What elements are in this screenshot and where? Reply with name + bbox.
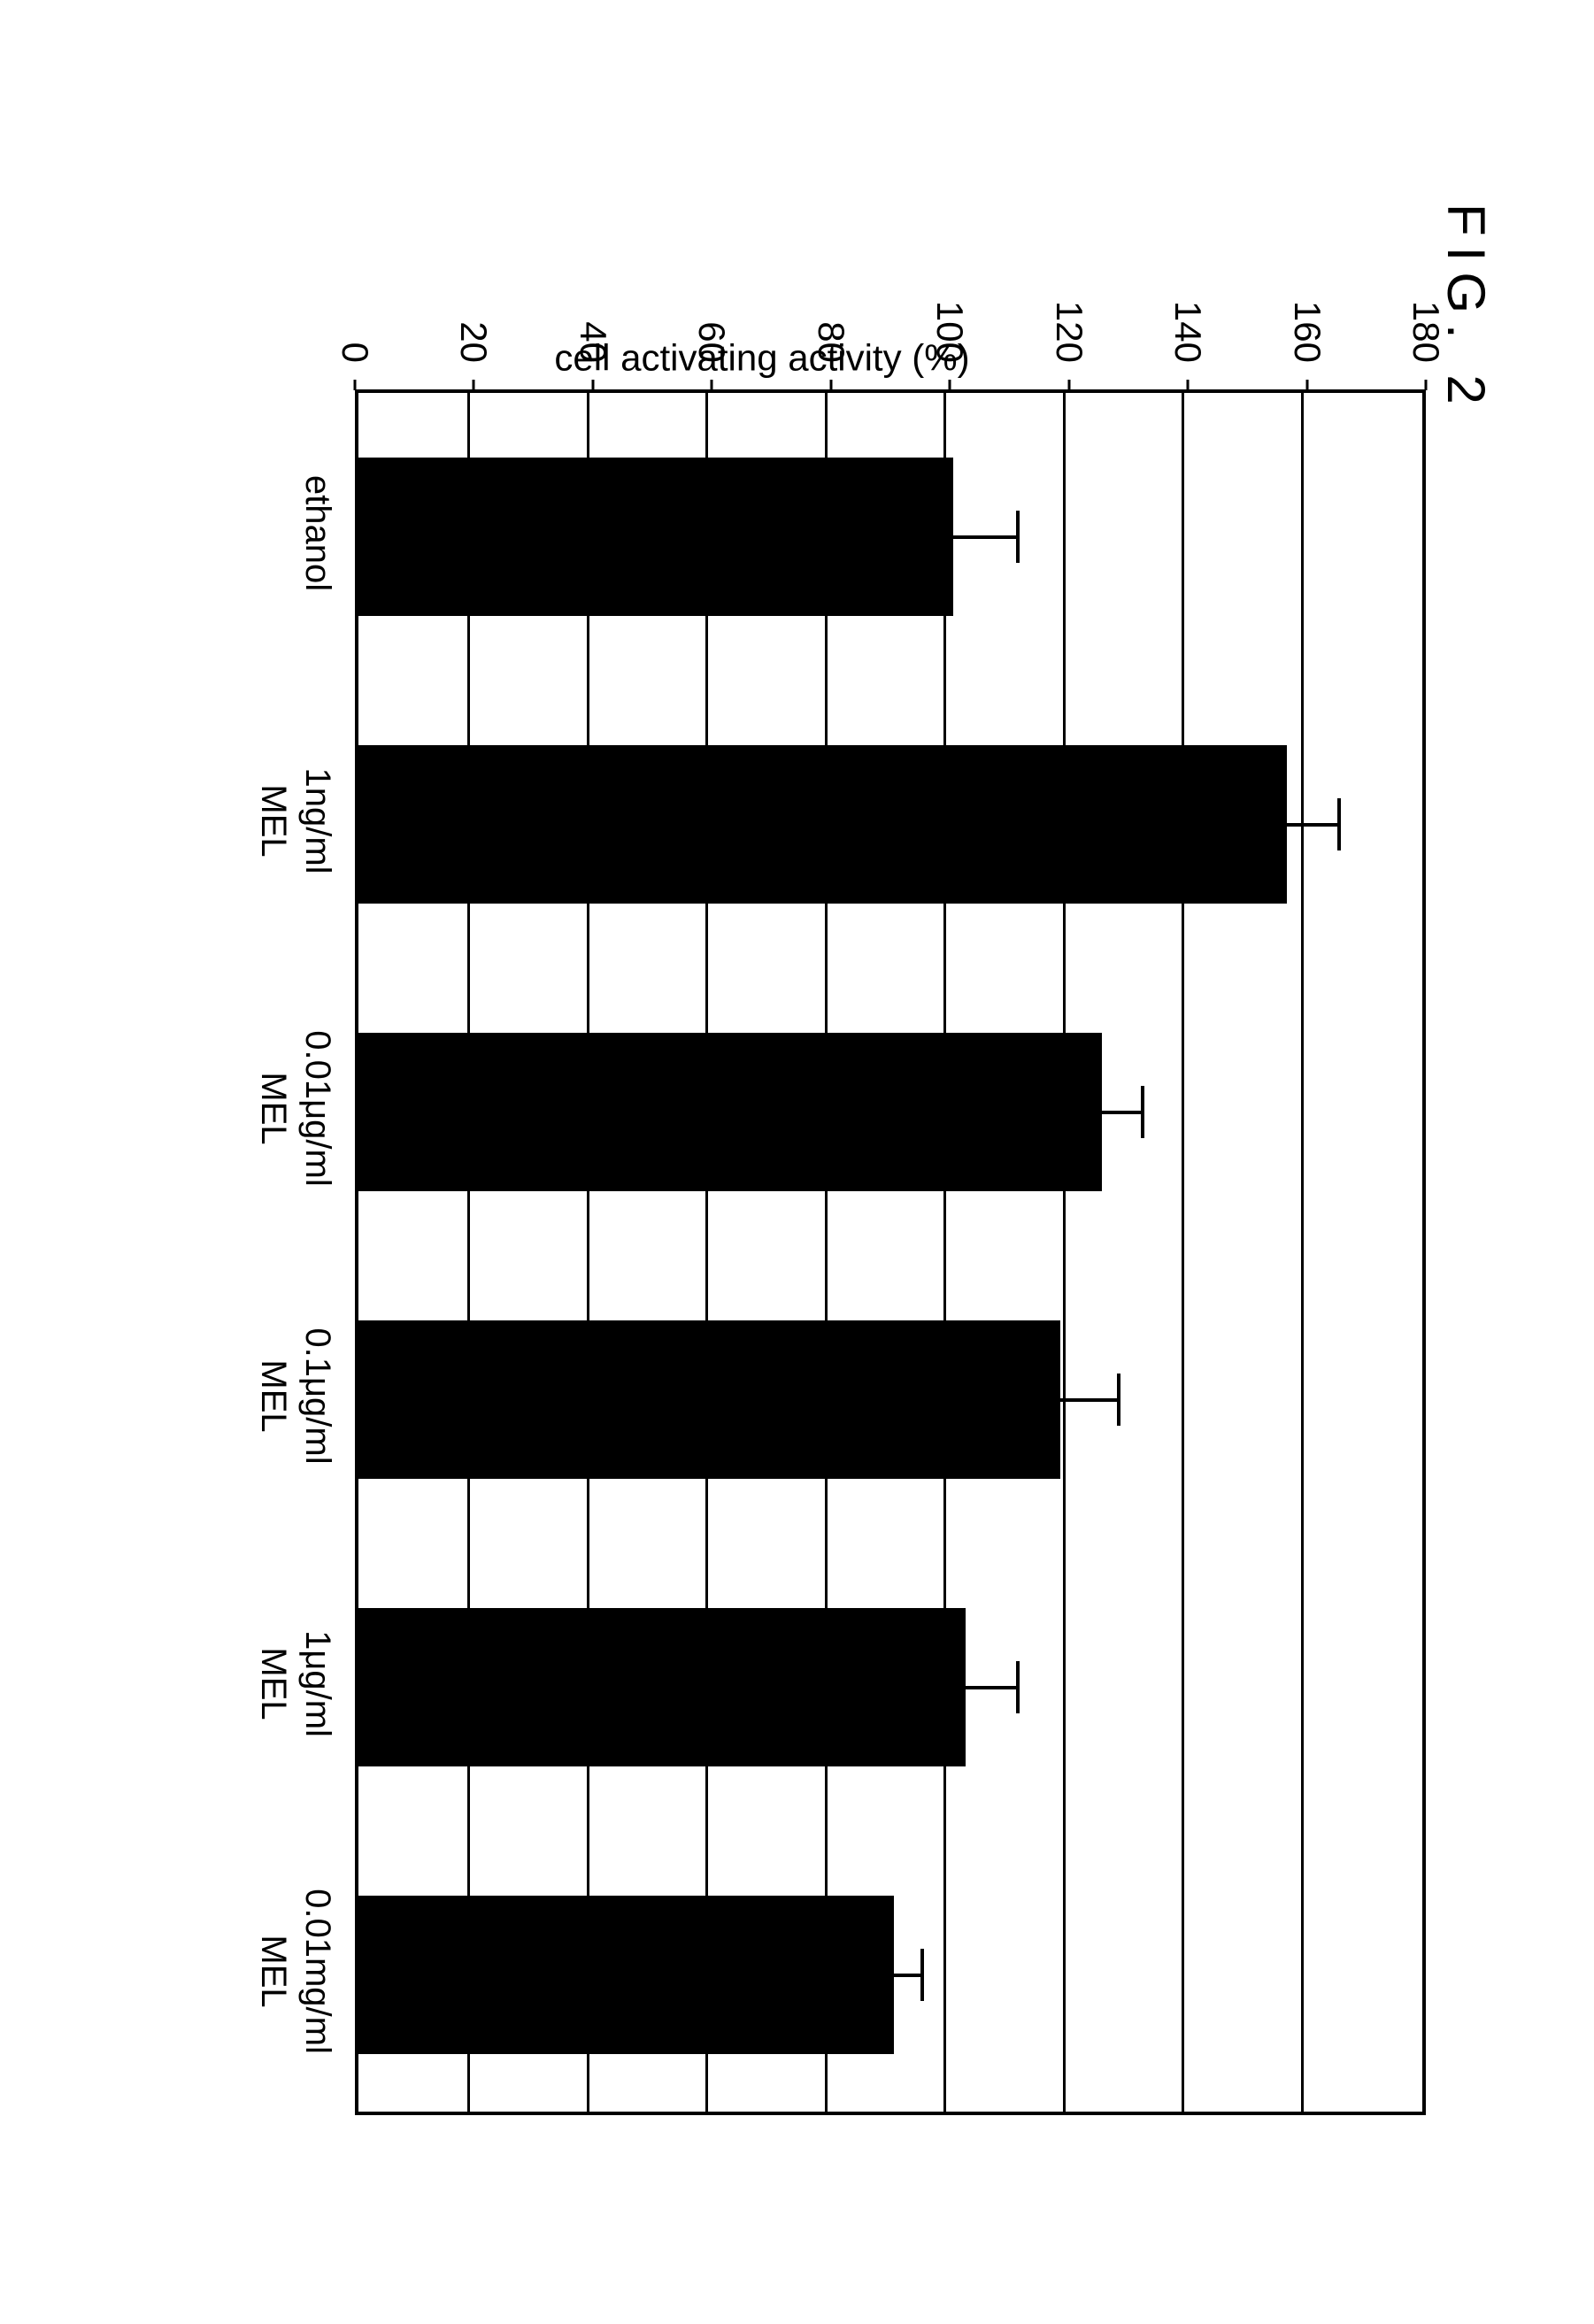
y-tick-label: 0 — [334, 204, 376, 363]
x-tick-label: 1μg/ml — [297, 1540, 337, 1828]
y-axis-title: cell activating activity (%) — [554, 337, 969, 380]
error-bar-cap — [1337, 798, 1341, 850]
x-tick-label: ethanol — [297, 389, 337, 677]
y-tick-mark — [711, 380, 713, 390]
error-bar-cap — [1016, 1661, 1020, 1713]
rotated-canvas: FIG. 2 cell activating activity (%) 0204… — [0, 0, 1594, 2324]
error-bar-stem — [887, 1974, 922, 1977]
x-tick-label: 0.01mg/ml — [297, 1828, 337, 2115]
error-bar-stem — [1053, 1398, 1119, 1402]
y-tick-label: 20 — [452, 204, 495, 363]
bar — [358, 458, 953, 616]
x-tick-label-line2: MEL — [253, 965, 293, 1252]
y-tick-mark — [354, 380, 357, 390]
error-bar-stem — [946, 535, 1018, 539]
bar — [358, 1896, 894, 2054]
y-tick-mark — [1067, 380, 1070, 390]
gridline — [1182, 393, 1184, 2112]
x-tick-label: 0.01μg/ml — [297, 965, 337, 1252]
error-bar-stem — [1095, 1111, 1143, 1114]
plot-area — [355, 389, 1426, 2115]
x-tick-label-line2: MEL — [253, 677, 293, 965]
gridline — [705, 393, 708, 2112]
error-bar-cap — [1117, 1374, 1120, 1426]
gridline — [467, 393, 470, 2112]
error-bar-stem — [1280, 823, 1339, 827]
x-tick-label-line2: MEL — [253, 1540, 293, 1828]
y-tick-label: 100 — [928, 204, 971, 363]
x-tick-label-line2: MEL — [253, 1828, 293, 2115]
y-tick-label: 60 — [690, 204, 733, 363]
page: FIG. 2 cell activating activity (%) 0204… — [0, 0, 1594, 2324]
gridline — [943, 393, 946, 2112]
error-bar-cap — [1141, 1086, 1144, 1138]
y-tick-label: 80 — [810, 204, 852, 363]
gridline — [825, 393, 828, 2112]
y-tick-mark — [1187, 380, 1190, 390]
y-tick-mark — [949, 380, 951, 390]
x-tick-label: 1ng/ml — [297, 677, 337, 965]
bar — [358, 1033, 1102, 1191]
y-tick-mark — [591, 380, 594, 390]
y-tick-label: 40 — [572, 204, 614, 363]
gridline — [1063, 393, 1066, 2112]
gridline — [1301, 393, 1304, 2112]
y-tick-mark — [1425, 380, 1428, 390]
chart-area: cell activating activity (%) 0 20 40 60 80 10… — [98, 204, 1426, 2133]
bar — [358, 1608, 966, 1766]
bar — [358, 745, 1287, 904]
gridline — [587, 393, 589, 2112]
y-tick-mark — [1305, 380, 1308, 390]
y-tick-label: 120 — [1048, 204, 1090, 363]
error-bar-stem — [959, 1686, 1018, 1689]
x-tick-label-line2: MEL — [253, 1252, 293, 1540]
y-tick-label: 140 — [1167, 204, 1209, 363]
error-bar-cap — [1016, 511, 1020, 563]
error-bar-cap — [920, 1949, 924, 2001]
y-tick-label: 160 — [1286, 204, 1328, 363]
x-tick-label: 0.1μg/ml — [297, 1252, 337, 1540]
y-tick-mark — [829, 380, 832, 390]
bar — [358, 1320, 1060, 1479]
y-tick-label: 180 — [1405, 204, 1447, 363]
y-tick-mark — [473, 380, 475, 390]
